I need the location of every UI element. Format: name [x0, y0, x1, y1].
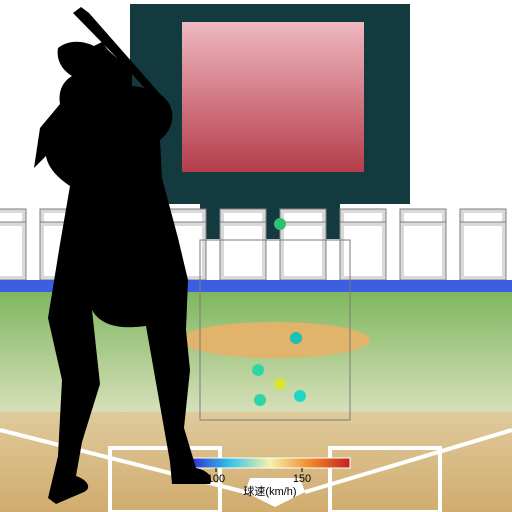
pitchers-mound: [180, 322, 370, 358]
pitch-marker: [252, 364, 264, 376]
legend-axis-label: 球速(km/h): [243, 484, 296, 498]
pitch-marker: [294, 390, 306, 402]
pitch-marker: [290, 332, 302, 344]
pitch-marker: [274, 218, 286, 230]
velocity-legend-bar: [190, 458, 350, 468]
scoreboard-screen: [182, 22, 364, 172]
legend-tick: 150: [293, 473, 311, 485]
pitch-marker: [254, 394, 266, 406]
pitch-marker: [274, 378, 286, 390]
